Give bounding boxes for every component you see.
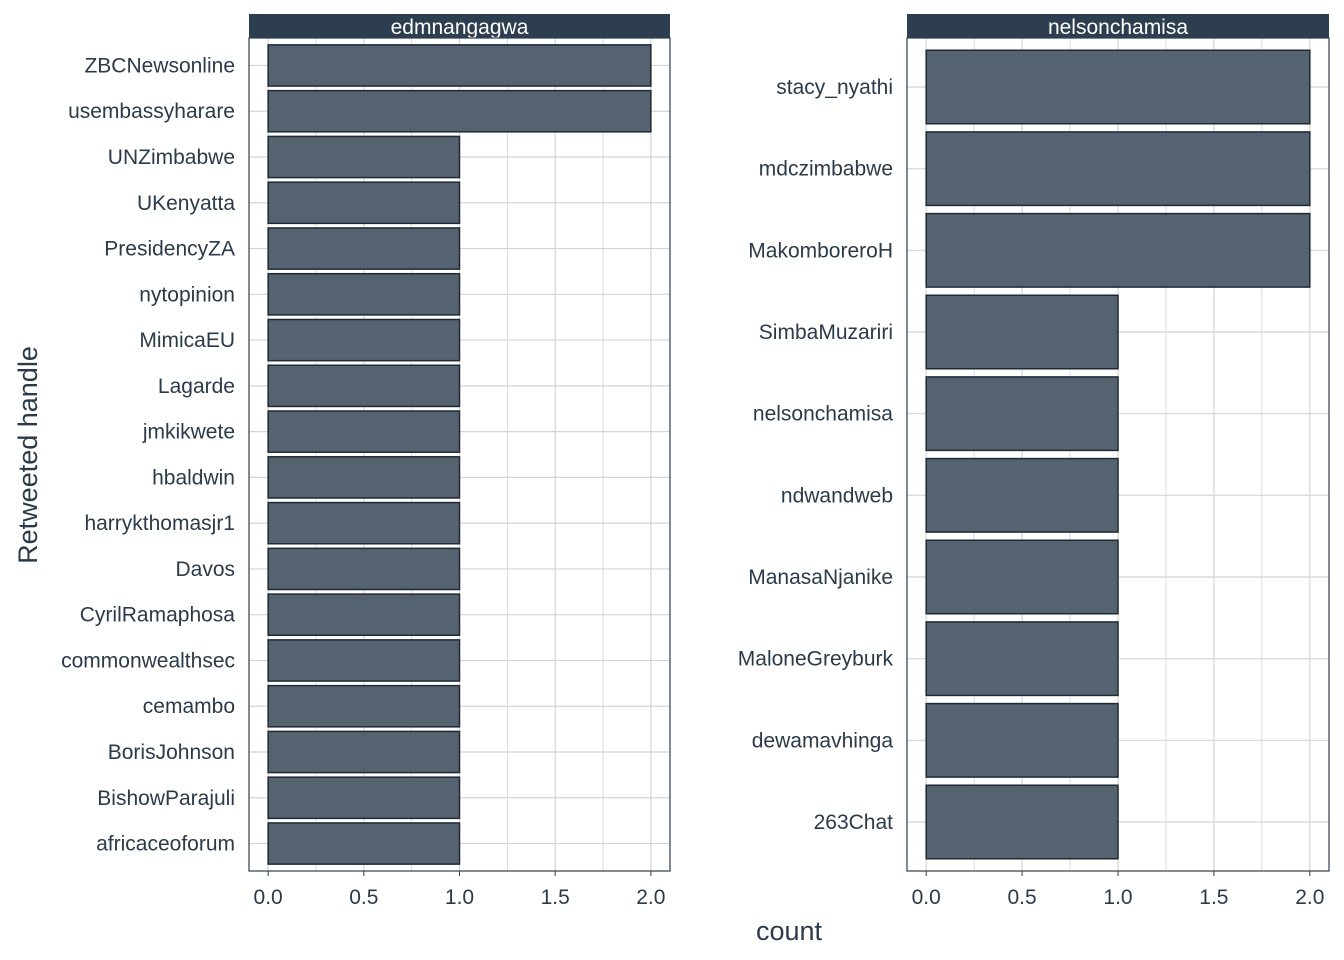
y-tick-label: Lagarde <box>158 375 235 398</box>
facet-strip-label: nelsonchamisa <box>1048 16 1188 39</box>
chart-panels: edmnangagwa ZBCNewsonline usembassyharare U… <box>61 14 1330 909</box>
x-axis-title: count <box>756 916 823 946</box>
bar-Davos <box>267 547 461 591</box>
y-tick-label: africaceoforum <box>96 833 235 856</box>
y-tick-label: UNZimbabwe <box>108 146 235 169</box>
bar-commonwealthsec <box>267 639 461 682</box>
bar-nytopinion <box>267 272 461 316</box>
y-tick-label: ZBCNewsonline <box>84 54 235 77</box>
y-tick-label: dewamavhinga <box>752 729 894 752</box>
facet-strip-label: edmnangagwa <box>391 16 529 39</box>
bar-PresidencyZA <box>267 227 461 270</box>
y-tick-label: commonwealthsec <box>61 649 235 672</box>
x-tick-label: 1.5 <box>1199 886 1228 909</box>
bar-BorisJohnson <box>267 730 461 774</box>
bar-ndwandweb <box>925 457 1119 533</box>
bar-jmkikwete <box>267 410 461 453</box>
bar-263Chat <box>925 784 1119 860</box>
y-tick-label: ndwandweb <box>781 484 893 507</box>
y-tick-label: UKenyatta <box>137 192 235 215</box>
y-tick-label: mdczimbabwe <box>759 158 893 181</box>
x-tick-label: 1.5 <box>541 886 570 909</box>
bar-UKenyatta <box>267 181 461 225</box>
bar-SimbaMuzariri <box>925 294 1119 370</box>
bar-mdczimbabwe <box>925 131 1311 207</box>
y-tick-label: harrykthomasjr1 <box>84 512 235 535</box>
y-tick-label: 263Chat <box>814 811 894 834</box>
bar-MimicaEU <box>267 318 461 362</box>
y-tick-label: nelsonchamisa <box>753 403 893 426</box>
bar-BishowParajuli <box>267 776 461 820</box>
bar-harrykthomasjr1 <box>267 501 461 545</box>
bar-UNZimbabwe <box>267 135 461 179</box>
bar-CyrilRamaphosa <box>267 593 461 637</box>
x-tick-label: 0.0 <box>912 886 941 909</box>
y-axis-title: Retweeted handle <box>13 346 43 564</box>
bar-cemambo <box>267 684 461 728</box>
y-tick-label: jmkikwete <box>142 421 235 444</box>
bar-dewamavhinga <box>925 702 1119 778</box>
x-tick-label: 2.0 <box>636 886 665 909</box>
y-tick-label: MaloneGreyburk <box>738 648 894 671</box>
bar-MakomboreroH <box>925 212 1311 288</box>
y-tick-label: PresidencyZA <box>104 238 235 261</box>
y-tick-label: SimbaMuzariri <box>759 321 893 344</box>
bar-africaceoforum <box>267 822 461 865</box>
bar-Lagarde <box>267 364 461 408</box>
y-tick-label: ManasaNjanike <box>748 566 893 589</box>
y-tick-label: BishowParajuli <box>97 787 235 810</box>
bar-nelsonchamisa <box>925 376 1119 452</box>
facet-strip <box>907 14 1329 38</box>
bar-hbaldwin <box>267 456 461 499</box>
y-tick-label: cemambo <box>143 695 235 718</box>
x-tick-label: 0.5 <box>1007 886 1036 909</box>
y-tick-label: Davos <box>175 558 235 581</box>
y-tick-label: nytopinion <box>139 283 235 306</box>
x-tick-label: 1.0 <box>1103 886 1132 909</box>
bar-usembassyharare <box>267 89 652 133</box>
x-tick-label: 0.0 <box>254 886 283 909</box>
x-tick-label: 0.5 <box>349 886 378 909</box>
x-tick-label: 1.0 <box>445 886 474 909</box>
y-tick-label: MimicaEU <box>139 329 235 352</box>
bar-stacy_nyathi <box>925 49 1311 125</box>
y-tick-label: BorisJohnson <box>108 741 235 764</box>
x-tick-label: 2.0 <box>1295 886 1324 909</box>
y-tick-label: stacy_nyathi <box>776 76 893 99</box>
y-tick-label: hbaldwin <box>152 466 235 489</box>
bar-MaloneGreyburk <box>925 621 1119 697</box>
facet-strip <box>249 14 670 38</box>
bar-ZBCNewsonline <box>267 44 652 87</box>
y-tick-label: usembassyharare <box>68 100 235 123</box>
panel-nelsonchamisa: nelsonchamisa stacy_nyathi mdczimbabwe Mako… <box>738 14 1330 909</box>
y-tick-label: MakomboreroH <box>748 239 893 262</box>
y-tick-label: CyrilRamaphosa <box>80 604 236 627</box>
bar-ManasaNjanike <box>925 539 1119 615</box>
panel-edmnangagwa: edmnangagwa ZBCNewsonline usembassyharare U… <box>61 14 671 909</box>
